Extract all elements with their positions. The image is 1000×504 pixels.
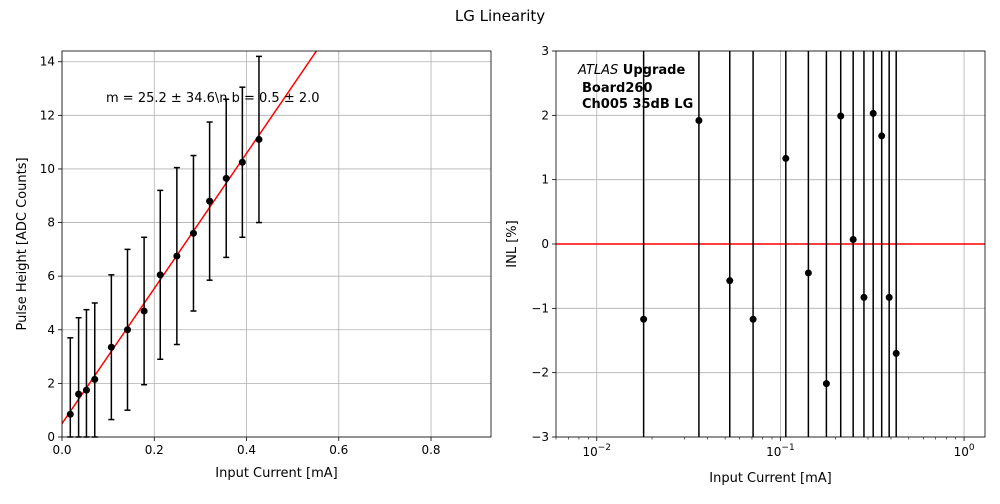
left-panel: 0.0 0.2 0.4 0.6 0.8 0 2 4 6 8 10 12 14 m = 25.2 ± 34.… [15, 50, 492, 481]
y-tick-label: 12 [40, 108, 55, 122]
data-point [782, 154, 790, 162]
board-label: Board260 [582, 81, 652, 96]
y-tick-label: −3 [531, 430, 549, 444]
y-axis-label: INL [%] [505, 220, 520, 267]
data-point [726, 277, 734, 285]
data-point [173, 252, 181, 260]
x-tick-label: 0.0 [52, 443, 71, 457]
x-tick-label: 0.6 [329, 443, 348, 457]
data-point [206, 197, 214, 205]
data-point [124, 326, 132, 334]
x-tick-label: 100 [954, 443, 975, 459]
data-point [749, 315, 757, 323]
x-tick-label: 10−2 [582, 443, 611, 459]
axes-frame [61, 50, 492, 438]
data-point [869, 109, 877, 117]
data-point [140, 307, 148, 315]
fit-line [62, 51, 318, 425]
x-tick-label: 0.4 [237, 443, 256, 457]
y-tick-label: 3 [541, 44, 549, 58]
fit-annotation: m = 25.2 ± 34.6\n b = 0.5 ± 2.0 [106, 91, 320, 106]
data-point [82, 386, 90, 394]
x-tick-label: 10−1 [766, 443, 795, 459]
x-tick-label: 0.8 [421, 443, 440, 457]
y-tick-label: 0 [47, 430, 55, 444]
right-panel: 10−2 10−1 100 −3 −2 −1 0 1 2 3 ATLAS Upgrade Board2… [505, 44, 986, 486]
x-axis-label: Input Current [mA] [709, 471, 831, 486]
y-tick-label: 1 [541, 173, 549, 187]
y-tick-label: 4 [47, 323, 55, 337]
x-tick-label: 0.2 [145, 443, 164, 457]
data-point [222, 174, 230, 182]
figure-title: LG Linearity [454, 7, 546, 25]
data-point [255, 135, 263, 143]
data-point [822, 380, 830, 388]
y-axis-label: Pulse Height [ADC Counts] [15, 157, 30, 330]
data-point [66, 410, 74, 418]
data-point [156, 271, 164, 279]
data-point [804, 269, 812, 277]
data-point [695, 116, 703, 124]
x-axis-label: Input Current [mA] [215, 466, 337, 481]
y-tick-label: 10 [40, 162, 55, 176]
data-point [75, 390, 83, 398]
y-tick-label: 14 [40, 55, 55, 69]
data-point [892, 349, 900, 357]
data-point [91, 375, 99, 383]
data-point [189, 229, 197, 237]
data-point [860, 293, 868, 301]
atlas-label: ATLAS Upgrade [577, 63, 685, 78]
channel-label: Ch005 35dB LG [582, 97, 693, 112]
y-tick-label: −2 [531, 366, 549, 380]
data-point [238, 158, 246, 166]
data-point [837, 112, 845, 120]
data-point [107, 343, 115, 351]
data-point [849, 235, 857, 243]
y-tick-label: −1 [531, 301, 549, 315]
data-point [878, 132, 886, 140]
y-tick-label: 6 [47, 269, 55, 283]
y-tick-label: 8 [47, 216, 55, 230]
y-tick-label: 2 [47, 376, 55, 390]
axes-frame [555, 50, 986, 438]
y-tick-label: 0 [541, 237, 549, 251]
data-point [885, 293, 893, 301]
data-point [640, 315, 648, 323]
y-tick-label: 2 [541, 108, 549, 122]
